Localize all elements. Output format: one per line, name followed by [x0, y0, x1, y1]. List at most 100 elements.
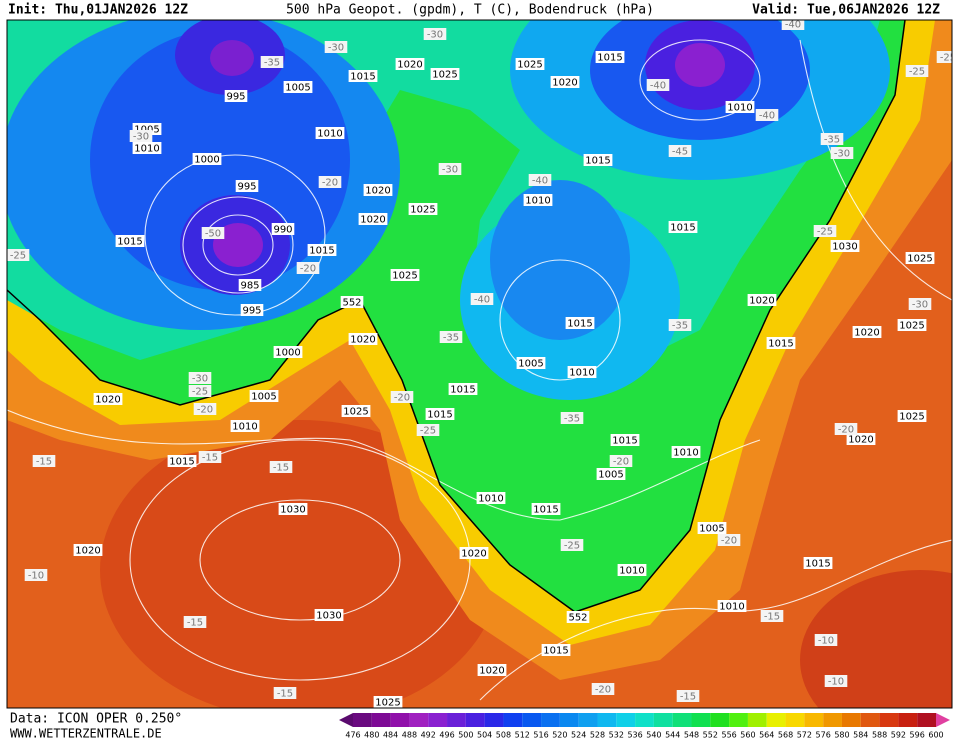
temperature-label: -20	[300, 264, 316, 275]
temperature-label-box	[32, 455, 56, 467]
temperature-label-box	[781, 20, 805, 30]
pressure-label: 995	[226, 92, 245, 103]
temperature-label: -20	[197, 405, 213, 416]
temperature-label-box	[760, 610, 784, 622]
pressure-label: 1010	[134, 144, 159, 155]
pressure-label: 1020	[854, 328, 879, 339]
init-time: Init: Thu,01JAN2026 12Z	[8, 3, 188, 18]
colorbar-box	[409, 713, 429, 727]
temperature-label: -25	[940, 53, 956, 64]
pressure-label-box	[230, 420, 260, 432]
temperature-label-box	[824, 675, 848, 687]
temperature-label-box	[7, 249, 30, 261]
pressure-label-box	[830, 240, 860, 252]
colorbar-box	[390, 713, 410, 727]
colorbar-box	[691, 713, 711, 727]
colorbar-label: 596	[910, 731, 925, 740]
pressure-label-box	[271, 223, 295, 235]
colorbar-box	[484, 713, 504, 727]
temperature-label-box	[324, 41, 348, 53]
field	[675, 43, 725, 87]
pressure-label-box	[595, 51, 625, 63]
isobar	[182, 196, 294, 294]
pressure-label: 1010	[719, 602, 744, 613]
colorbar-box	[353, 713, 372, 727]
colorbar-label: 552	[703, 731, 718, 740]
pressure-label-box	[697, 522, 727, 534]
contour-552	[7, 20, 906, 613]
pressure-label: 1015	[450, 385, 475, 396]
temperature-label-box	[813, 225, 837, 237]
colorbar-label: 488	[402, 731, 417, 740]
temperature-label-box	[318, 176, 342, 188]
temperature-label: -30	[834, 149, 850, 160]
pressure-label-box	[448, 383, 478, 395]
temperature-label: -30	[427, 30, 443, 41]
temperature-label: -25	[192, 387, 208, 398]
pressure-label: 1025	[517, 60, 542, 71]
pressure-label-box	[273, 346, 303, 358]
temperature-label: -50	[205, 229, 221, 240]
pressure-label: 1015	[117, 237, 142, 248]
pressure-label-box	[408, 203, 438, 215]
temperature-label: -15	[187, 618, 203, 629]
pressure-label: 1025	[899, 412, 924, 423]
pressure-label-box	[610, 434, 640, 446]
temperature-label: -25	[10, 251, 26, 262]
colorbar-box	[578, 713, 598, 727]
temperature-label: -40	[785, 20, 801, 31]
temperature-label-box	[820, 133, 844, 145]
colorbar-label: 580	[834, 731, 849, 740]
pressure-label-box	[283, 81, 313, 93]
colorbar-box	[747, 713, 767, 727]
pressure-label-box	[476, 492, 506, 504]
colorbar-label: 492	[421, 731, 436, 740]
pressure-label: 1020	[365, 186, 390, 197]
pressure-label-box	[348, 70, 378, 82]
temperature-label-box	[814, 634, 838, 646]
colorbar-box	[823, 713, 842, 727]
colorbar-label: 544	[665, 731, 680, 740]
pressure-label: 1025	[907, 254, 932, 265]
temperature-label-box	[470, 293, 494, 305]
temperature-label-box	[439, 331, 463, 343]
temperature-label-box	[24, 569, 48, 581]
pressure-label-box	[425, 408, 455, 420]
temperature-label: -15	[277, 689, 293, 700]
colorbar-box	[785, 713, 805, 727]
pressure-label-box	[550, 76, 580, 88]
temperature-label: -35	[564, 414, 580, 425]
pressure-label-box	[531, 503, 561, 515]
pressure-label-box	[93, 393, 123, 405]
temperature-label: -35	[264, 58, 280, 69]
pressure-label: 1030	[832, 242, 857, 253]
temperature-label-box	[609, 455, 633, 467]
pressure-label: 1020	[848, 435, 873, 446]
colorbar-box	[522, 713, 542, 727]
pressure-label: 1020	[350, 335, 375, 346]
temperature-label-box	[188, 385, 212, 397]
temperature-label: -10	[828, 677, 844, 688]
temperature-label-box	[830, 147, 854, 159]
colorbar-label: 504	[477, 731, 492, 740]
pressure-label-box	[717, 600, 747, 612]
pressure-label-box	[395, 58, 425, 70]
temperature-label: -20	[394, 393, 410, 404]
temperature-label: -30	[133, 132, 149, 143]
pressure-label: 1015	[169, 457, 194, 468]
pressure-label: 1015	[597, 53, 622, 64]
temperature-label-box	[198, 451, 222, 463]
pressure-label: 1015	[533, 505, 558, 516]
temperature-label-box	[188, 372, 212, 384]
pressure-label-box	[307, 244, 337, 256]
pressure-label: 1030	[316, 611, 341, 622]
pressure-label-box	[747, 294, 777, 306]
temperature-label-box	[416, 424, 440, 436]
temperature-label-box	[905, 65, 929, 77]
pressure-label: 1015	[427, 410, 452, 421]
pressure-label-box	[192, 153, 222, 165]
pressure-label-box	[459, 547, 489, 559]
temperature-label-box	[668, 319, 692, 331]
colorbar-label: 516	[533, 731, 548, 740]
pressure-label-box	[132, 142, 162, 154]
